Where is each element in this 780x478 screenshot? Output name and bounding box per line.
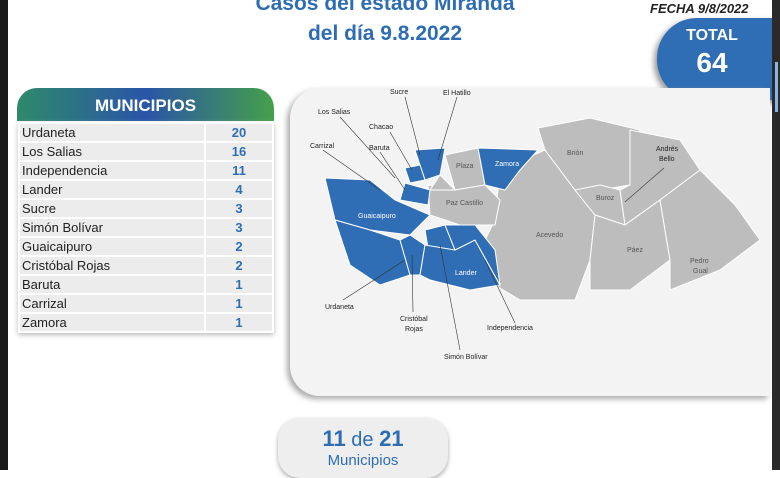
municipio-count: 3 [206,219,272,236]
summary-affected: 11 [322,426,346,451]
table-row: Los Salias 16 [20,143,272,160]
label-andres-bello-1: Andrés [656,146,679,153]
table-row: Carrizal 1 [20,295,272,312]
municipio-name: Carrizal [20,295,204,312]
region-zamora [477,147,540,191]
region-brion [537,117,641,191]
municipio-name: Sucre [20,200,204,217]
municipio-count: 11 [206,162,272,179]
label-baruta: Baruta [369,145,390,152]
municipio-name: Independencia [20,162,204,179]
summary-unit: Municipios [327,452,399,469]
table-row: Independencia 11 [20,162,272,179]
municipio-name: Urdaneta [20,124,204,141]
municipio-count: 2 [206,257,272,274]
table-row: Guaicaipuro 2 [20,238,272,255]
total-badge: TOTAL 64 [657,18,780,100]
label-paz-castillo: Paz Castillo [446,200,483,207]
label-paez: Páez [627,247,643,254]
municipio-count: 4 [206,181,272,198]
label-guaicaipuro: Guaicaipuro [358,213,396,220]
label-urdaneta: Urdaneta [325,304,354,311]
label-brion: Brión [567,150,583,157]
label-andres-bello-2: Bello [659,156,675,163]
municipios-table: Urdaneta 20 Los Salias 16 Independencia 11 Lan… [18,122,274,333]
municipio-count: 1 [206,276,272,293]
label-cristobal-rojas-1: Cristóbal [400,316,428,323]
municipio-name: Cristóbal Rojas [20,257,204,274]
label-sucre: Sucre [390,89,408,96]
municipio-name: Los Salias [20,143,204,160]
label-carrizal: Carrizal [310,143,335,150]
municipio-count: 1 [206,314,272,331]
label-acevedo: Acevedo [536,232,563,239]
table-row: Baruta 1 [20,276,272,293]
table-row: Lander 4 [20,181,272,198]
municipio-count: 3 [206,200,272,217]
municipios-heading: MUNICIPIOS [17,88,274,121]
municipio-count: 1 [206,295,272,312]
region-baruta [399,182,431,206]
municipio-name: Baruta [20,276,204,293]
municipio-name: Simón Bolívar [20,219,204,236]
table-row: Urdaneta 20 [20,124,272,141]
label-cristobal-rojas-2: Rojas [405,326,423,333]
region-paez [589,199,671,291]
title-line-1: Casos del estado Miranda [255,0,515,15]
total-label: TOTAL [686,27,738,44]
label-plaza: Plaza [456,163,474,170]
miranda-map: Sucre El Hatillo Los Salias Chacao Carri… [310,89,761,361]
label-simon-bolivar: Simón Bolívar [444,354,488,361]
total-value: 64 [696,47,728,78]
date-label: FECHA 9/8/2022 [650,1,749,16]
table-row: Cristóbal Rojas 2 [20,257,272,274]
label-chacao: Chacao [369,124,393,131]
municipio-name: Lander [20,181,204,198]
table-row: Sucre 3 [20,200,272,217]
summary-de: de [351,429,374,451]
region-chacao [404,164,426,184]
municipio-count: 16 [206,143,272,160]
left-edge [0,0,8,470]
municipio-count: 2 [206,238,272,255]
map-panel: Sucre El Hatillo Los Salias Chacao Carri… [290,88,770,396]
label-pedro-gual-1: Pedro [690,258,709,265]
summary-box: 11 de 21 Municipios [278,418,448,478]
label-lander: Lander [455,270,477,277]
municipio-name: Guaicaipuro [20,238,204,255]
label-zamora: Zamora [495,161,519,168]
right-edge [772,0,780,470]
table-row: Simón Bolívar 3 [20,219,272,236]
region-pedro-gual [659,169,761,291]
label-los-salias: Los Salias [318,109,351,116]
table-row: Zamora 1 [20,314,272,331]
title-line-2: del día 9.8.2022 [307,22,463,45]
region-el-hatillo [429,174,457,191]
label-buroz: Buroz [596,195,615,202]
label-independencia: Independencia [487,325,533,332]
municipio-name: Zamora [20,314,204,331]
region-independencia [444,224,501,286]
scrollbar[interactable] [775,62,778,112]
region-paz-castillo [427,184,501,226]
summary-total: 21 [379,426,404,451]
label-pedro-gual-2: Gual [693,268,708,275]
municipio-count: 20 [206,124,272,141]
label-el-hatillo: El Hatillo [443,90,471,97]
